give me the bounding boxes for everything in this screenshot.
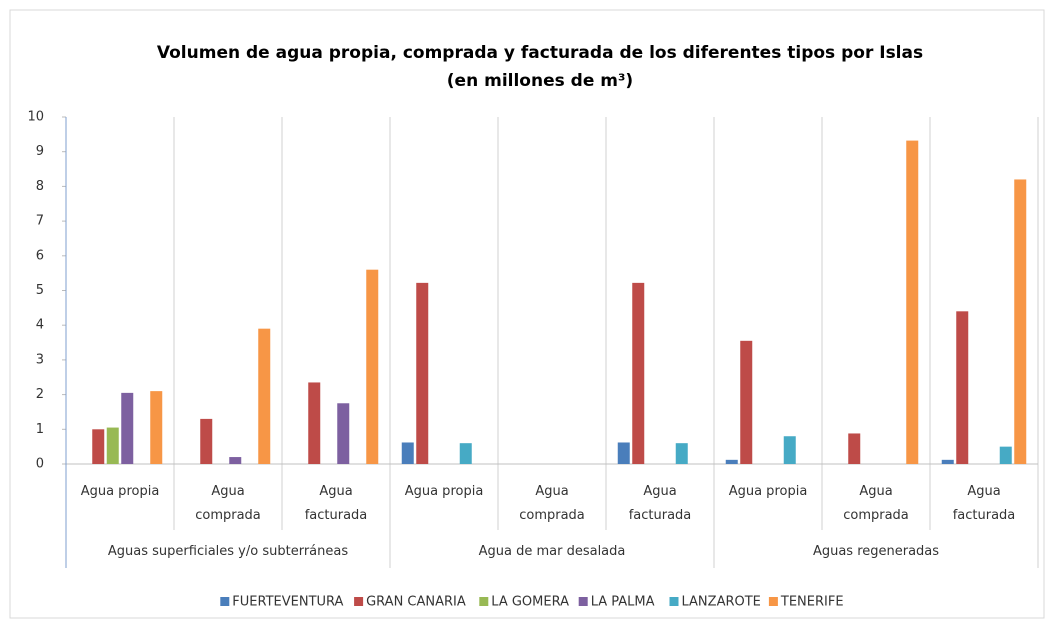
- chart-title: Volumen de agua propia, comprada y factu…: [157, 43, 923, 63]
- legend-swatch: [768, 597, 778, 606]
- bar: [258, 328, 271, 464]
- legend-label: LANZAROTE: [682, 595, 761, 610]
- y-tick-label: 9: [36, 144, 44, 159]
- legend-swatch: [669, 597, 679, 606]
- bar: [740, 340, 753, 464]
- bar: [121, 392, 134, 464]
- bar: [308, 382, 321, 464]
- y-tick-label: 4: [36, 318, 44, 333]
- legend-label: GRAN CANARIA: [366, 595, 466, 610]
- bar: [92, 429, 105, 464]
- y-tick-label: 3: [36, 352, 44, 367]
- bar: [675, 443, 688, 464]
- bar: [366, 269, 379, 464]
- bar: [401, 442, 414, 464]
- bar: [1014, 179, 1027, 464]
- chart-frame: [9, 9, 1045, 619]
- x-tick-label: Agua propia: [728, 484, 808, 499]
- bar: [906, 140, 919, 464]
- group-label: Agua de mar desalada: [478, 544, 626, 559]
- bar: [632, 282, 645, 464]
- legend-label: LA PALMA: [591, 595, 655, 610]
- legend-swatch: [479, 597, 489, 606]
- bar: [106, 427, 119, 464]
- y-tick-label: 7: [36, 214, 44, 229]
- bar: [783, 436, 796, 464]
- y-tick-label: 5: [36, 283, 44, 298]
- bar: [848, 433, 861, 464]
- y-tick-label: 0: [36, 457, 44, 472]
- bar: [459, 443, 472, 464]
- x-tick-label: Agua facturada: [304, 484, 368, 523]
- bar: [416, 282, 429, 464]
- legend-label: LA GOMERA: [491, 595, 569, 610]
- legend-swatch: [578, 597, 588, 606]
- bar: [956, 311, 969, 464]
- legend-swatch: [354, 597, 364, 606]
- y-tick-label: 8: [36, 179, 44, 194]
- group-label: Aguas superficiales y/o subterráneas: [107, 544, 349, 559]
- legend-swatch: [220, 597, 230, 606]
- x-tick-label: Agua facturada: [952, 484, 1016, 523]
- y-tick-label: 1: [36, 422, 44, 437]
- x-tick-label: Agua propia: [80, 484, 160, 499]
- bar: [200, 418, 213, 464]
- y-tick-label: 10: [27, 110, 44, 125]
- bar: [999, 446, 1012, 464]
- group-label: Aguas regeneradas: [812, 544, 940, 559]
- y-tick-label: 6: [36, 248, 44, 263]
- x-tick-label: Agua comprada: [195, 484, 261, 523]
- bar: [725, 459, 738, 464]
- legend-label: FUERTEVENTURA: [232, 595, 343, 610]
- chart-subtitle: (en millones de m³): [447, 71, 633, 91]
- x-tick-label: Agua propia: [404, 484, 484, 499]
- bar: [617, 442, 630, 464]
- x-tick-label: Agua facturada: [628, 484, 692, 523]
- x-tick-label: Agua comprada: [843, 484, 909, 523]
- bar: [941, 459, 954, 464]
- bar: [150, 391, 163, 464]
- y-tick-label: 2: [36, 387, 44, 402]
- bar: [229, 457, 242, 464]
- x-tick-label: Agua comprada: [519, 484, 585, 523]
- legend-label: TENERIFE: [780, 595, 844, 610]
- bar: [337, 403, 350, 464]
